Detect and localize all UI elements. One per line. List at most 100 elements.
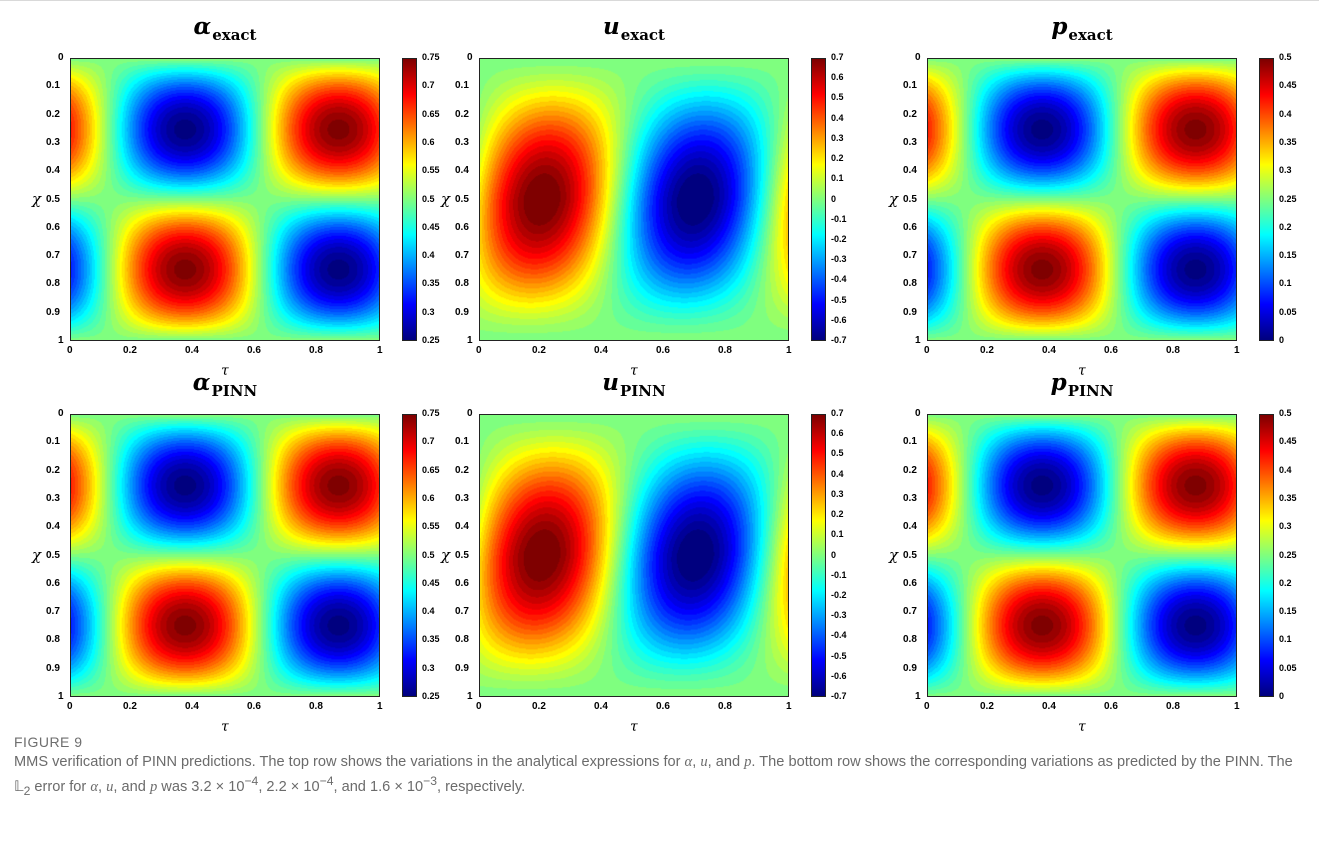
colorbar-tick-label: -0.3 xyxy=(831,610,847,621)
x-tick-label: 0.2 xyxy=(123,345,137,356)
colorbar-tick-label: 0.2 xyxy=(1279,577,1292,588)
y-tick-label: 0.4 xyxy=(455,165,469,177)
colorbar-tick-label: 0.3 xyxy=(831,132,844,143)
colorbar-tick-label: -0.2 xyxy=(831,589,847,600)
y-tick-label: 0.6 xyxy=(903,577,917,589)
colorbar-tick-label: 0.35 xyxy=(422,278,440,289)
y-tick-label: 0.1 xyxy=(455,436,469,448)
x-tick-label: 0.4 xyxy=(185,701,199,712)
y-tick-label: 0.5 xyxy=(455,193,469,205)
y-tick-label: 0.6 xyxy=(455,221,469,233)
y-axis-label: χ xyxy=(889,189,899,208)
y-tick-label: 0.7 xyxy=(46,606,60,618)
panel-title-subscript: PINN xyxy=(1067,382,1114,400)
colorbar-tick-label: 0.45 xyxy=(1279,436,1297,447)
colorbar-tick-label: 0.1 xyxy=(831,173,844,184)
colorbar xyxy=(811,414,826,697)
x-tick-label: 0.8 xyxy=(1166,345,1180,356)
colorbar-tick-label: -0.1 xyxy=(831,213,847,224)
colorbar-tick-label: 0 xyxy=(831,549,837,560)
colorbar-tick-label: -0.2 xyxy=(831,233,847,244)
y-tick-label: 0.3 xyxy=(46,492,60,504)
y-tick-label: 0.8 xyxy=(455,278,469,290)
y-axis-label: χ xyxy=(889,545,899,564)
x-tick-label: 0.2 xyxy=(980,345,994,356)
y-tick-label: 0.9 xyxy=(455,662,469,674)
y-tick-label: 0.5 xyxy=(903,549,917,561)
panel-title: uexact xyxy=(574,13,694,44)
colorbar-tick-label: 0.7 xyxy=(831,52,844,62)
x-tick-label: 0.4 xyxy=(1042,345,1056,356)
y-tick-label: 0.1 xyxy=(46,436,60,448)
panel-title-symbol: p xyxy=(1051,13,1068,40)
x-tick-label: 0.6 xyxy=(656,345,670,356)
y-axis-label: χ xyxy=(441,189,451,208)
panel-title-symbol: α xyxy=(193,13,212,40)
colorbar-tick-label: 0.7 xyxy=(422,80,435,91)
panel-title-symbol: u xyxy=(602,369,619,396)
x-tick-label: 0.4 xyxy=(594,345,608,356)
x-tick-label: 0 xyxy=(67,345,73,356)
x-tick-label: 1 xyxy=(786,345,792,356)
y-tick-label: 0.7 xyxy=(46,250,60,262)
colorbar-tick-label: 0.4 xyxy=(831,468,844,479)
y-tick-label: 0.2 xyxy=(455,108,469,120)
y-tick-label: 0.8 xyxy=(455,634,469,646)
y-tick-label: 0.5 xyxy=(455,549,469,561)
y-tick-label: 1 xyxy=(915,691,921,702)
panel-title-symbol: α xyxy=(192,369,211,396)
heatmap-plot xyxy=(70,58,380,341)
y-tick-label: 0 xyxy=(58,408,64,419)
y-tick-label: 0.1 xyxy=(46,80,60,92)
y-tick-label: 0.8 xyxy=(46,634,60,646)
x-tick-label: 0.6 xyxy=(1104,345,1118,356)
x-axis-label: τ xyxy=(1078,363,1086,379)
x-tick-label: 0.6 xyxy=(247,345,261,356)
colorbar-tick-label: -0.7 xyxy=(831,335,847,345)
y-tick-label: 0.3 xyxy=(455,136,469,148)
colorbar-tick-label: 0.6 xyxy=(422,136,435,147)
heatmap-plot xyxy=(479,58,789,341)
y-tick-label: 0.8 xyxy=(46,278,60,290)
x-tick-label: 0.2 xyxy=(123,701,137,712)
colorbar-tick-label: 0.5 xyxy=(831,92,844,103)
panel-title-subscript: PINN xyxy=(211,382,258,400)
x-tick-label: 1 xyxy=(1234,345,1240,356)
colorbar-tick-label: 0.65 xyxy=(422,108,440,119)
x-tick-label: 0 xyxy=(924,701,930,712)
x-tick-label: 0.6 xyxy=(656,701,670,712)
colorbar xyxy=(402,58,417,341)
colorbar-tick-label: 0.15 xyxy=(1279,250,1297,261)
x-tick-label: 0.8 xyxy=(1166,701,1180,712)
colorbar-tick-label: 0.25 xyxy=(422,691,440,701)
colorbar xyxy=(402,414,417,697)
y-tick-label: 0.3 xyxy=(455,492,469,504)
top-rule xyxy=(0,0,1319,1)
colorbar-tick-label: 0.05 xyxy=(1279,662,1297,673)
colorbar-tick-label: 0.15 xyxy=(1279,606,1297,617)
x-tick-label: 1 xyxy=(377,345,383,356)
y-tick-label: 0.2 xyxy=(903,464,917,476)
colorbar-tick-label: 0.5 xyxy=(1279,408,1292,418)
colorbar-tick-label: 0.7 xyxy=(831,408,844,418)
panel-title: αexact xyxy=(165,13,285,44)
colorbar-tick-label: 0.25 xyxy=(422,335,440,345)
y-tick-label: 0.7 xyxy=(455,250,469,262)
x-tick-label: 1 xyxy=(786,701,792,712)
panel-title: pPINN xyxy=(1022,369,1142,400)
x-tick-label: 0.2 xyxy=(980,701,994,712)
y-tick-label: 0.3 xyxy=(903,492,917,504)
y-tick-label: 0.2 xyxy=(455,464,469,476)
y-tick-label: 0.5 xyxy=(46,193,60,205)
colorbar-tick-label: 0.1 xyxy=(1279,634,1292,645)
panel-title: uPINN xyxy=(574,369,694,400)
y-tick-label: 0.1 xyxy=(903,80,917,92)
colorbar-tick-label: -0.3 xyxy=(831,254,847,265)
colorbar-tick-label: 0.3 xyxy=(1279,165,1292,176)
figure-caption: MMS verification of PINN predictions. Th… xyxy=(14,754,1293,798)
colorbar-tick-label: 0 xyxy=(1279,691,1285,701)
colorbar-tick-label: 0.5 xyxy=(422,193,435,204)
panel-title-subscript: exact xyxy=(212,26,257,44)
colorbar-tick-label: 0.35 xyxy=(422,634,440,645)
colorbar-tick-label: 0.4 xyxy=(831,112,844,123)
